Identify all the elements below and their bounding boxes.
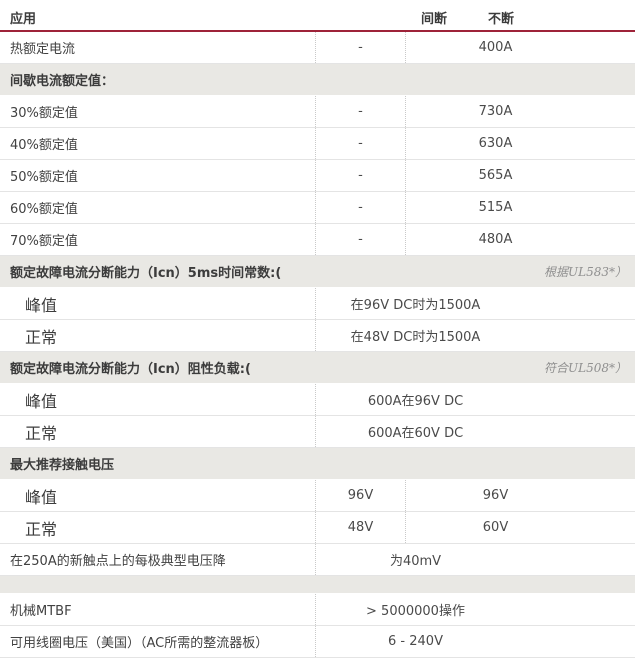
row-label: 峰值 (25, 295, 58, 315)
table-row: 机械MTBF > 5000000操作 (0, 594, 635, 626)
row-label: 50%额定值 (10, 170, 78, 185)
spacer (515, 320, 635, 351)
row-label: 在250A的新触点上的每极典型电压降 (10, 554, 226, 569)
cell-continuous: 730A (405, 96, 585, 127)
table-row: 70%额定值 - 480A (0, 224, 635, 256)
table-row: 可用线圈电压（美国）（AC所需的整流器板） 6 - 240V (0, 626, 635, 658)
cell-value-span: 在96V DC时为1500A (315, 288, 515, 319)
column-header-application: 应用 (10, 12, 37, 27)
row-label: 正常 (25, 423, 58, 443)
cell-value-span: 6 - 240V (315, 626, 515, 657)
section-title: 间歇电流额定值： (10, 74, 115, 89)
row-label: 热额定电流 (10, 42, 76, 57)
section-title: 额定故障电流分断能力（Icn）5ms时间常数:( (10, 266, 282, 281)
cell-intermittent: - (315, 160, 405, 191)
row-label: 40%额定值 (10, 138, 78, 153)
standard-note: 根据UL583*） (544, 265, 627, 279)
table-header-row: 应用 间断 不断 (0, 0, 635, 32)
table-row: 40%额定值 - 630A (0, 128, 635, 160)
cell-intermittent: - (315, 192, 405, 223)
row-label: 机械MTBF (10, 604, 72, 619)
table-row: 正常 在48V DC时为1500A (0, 320, 635, 352)
spacer (585, 96, 635, 127)
cell-intermittent: - (315, 96, 405, 127)
row-label: 正常 (25, 327, 58, 347)
section-title: 最大推荐接触电压 (10, 458, 115, 473)
cell-intermittent: - (315, 224, 405, 255)
cell-value-span: 在48V DC时为1500A (315, 320, 515, 351)
cell-intermittent: 96V (315, 480, 405, 511)
row-label: 可用线圈电压（美国）（AC所需的整流器板） (10, 636, 269, 651)
spacer (585, 128, 635, 159)
cell-continuous: 515A (405, 192, 585, 223)
standard-note: 符合UL508*） (544, 361, 627, 375)
section-header-row: 最大推荐接触电压 (0, 448, 635, 480)
cell-value-span: 为40mV (315, 544, 515, 575)
section-header-row: 额定故障电流分断能力（Icn）5ms时间常数:( 根据UL583*） (0, 256, 635, 288)
column-header-continuous: 不断 (487, 12, 515, 27)
spacer (585, 160, 635, 191)
cell-continuous: 630A (405, 128, 585, 159)
row-label: 正常 (25, 519, 58, 539)
table-row: 正常 48V 60V (0, 512, 635, 544)
table-row: 60%额定值 - 515A (0, 192, 635, 224)
cell-intermittent: 48V (315, 512, 405, 543)
cell-value-span: 600A在60V DC (315, 416, 515, 447)
row-label: 30%额定值 (10, 106, 78, 121)
spacer (585, 480, 635, 511)
spacer (515, 288, 635, 319)
cell-continuous: 60V (405, 512, 585, 543)
spacer (585, 32, 635, 63)
section-divider-band (0, 576, 635, 594)
cell-intermittent: - (315, 128, 405, 159)
row-label: 峰值 (25, 487, 58, 507)
row-label: 70%额定值 (10, 234, 78, 249)
table-row: 正常 600A在60V DC (0, 416, 635, 448)
table-row: 峰值 在96V DC时为1500A (0, 288, 635, 320)
cell-continuous: 96V (405, 480, 585, 511)
table-row: 50%额定值 - 565A (0, 160, 635, 192)
spacer (585, 192, 635, 223)
row-label: 60%额定值 (10, 202, 78, 217)
section-header-row: 间歇电流额定值： (0, 64, 635, 96)
spacer (585, 224, 635, 255)
table-row: 在250A的新触点上的每极典型电压降 为40mV (0, 544, 635, 576)
table-row: 峰值 96V 96V (0, 480, 635, 512)
cell-continuous: 480A (405, 224, 585, 255)
spacer (515, 626, 635, 657)
column-header-intermittent: 间断 (420, 12, 448, 27)
cell-value-span: > 5000000操作 (315, 594, 515, 625)
spacer (515, 544, 635, 575)
spacer (585, 512, 635, 543)
section-title: 额定故障电流分断能力（Icn）阻性负载:( (10, 362, 251, 377)
table-row: 30%额定值 - 730A (0, 96, 635, 128)
cell-continuous: 565A (405, 160, 585, 191)
table-row: 热额定电流 - 400A (0, 32, 635, 64)
spacer (515, 594, 635, 625)
cell-intermittent: - (315, 32, 405, 63)
section-header-row: 额定故障电流分断能力（Icn）阻性负载:( 符合UL508*） (0, 352, 635, 384)
table-row: 峰值 600A在96V DC (0, 384, 635, 416)
spacer (515, 416, 635, 447)
spacer (515, 384, 635, 415)
row-label: 峰值 (25, 391, 58, 411)
cell-continuous: 400A (405, 32, 585, 63)
cell-value-span: 600A在96V DC (315, 384, 515, 415)
